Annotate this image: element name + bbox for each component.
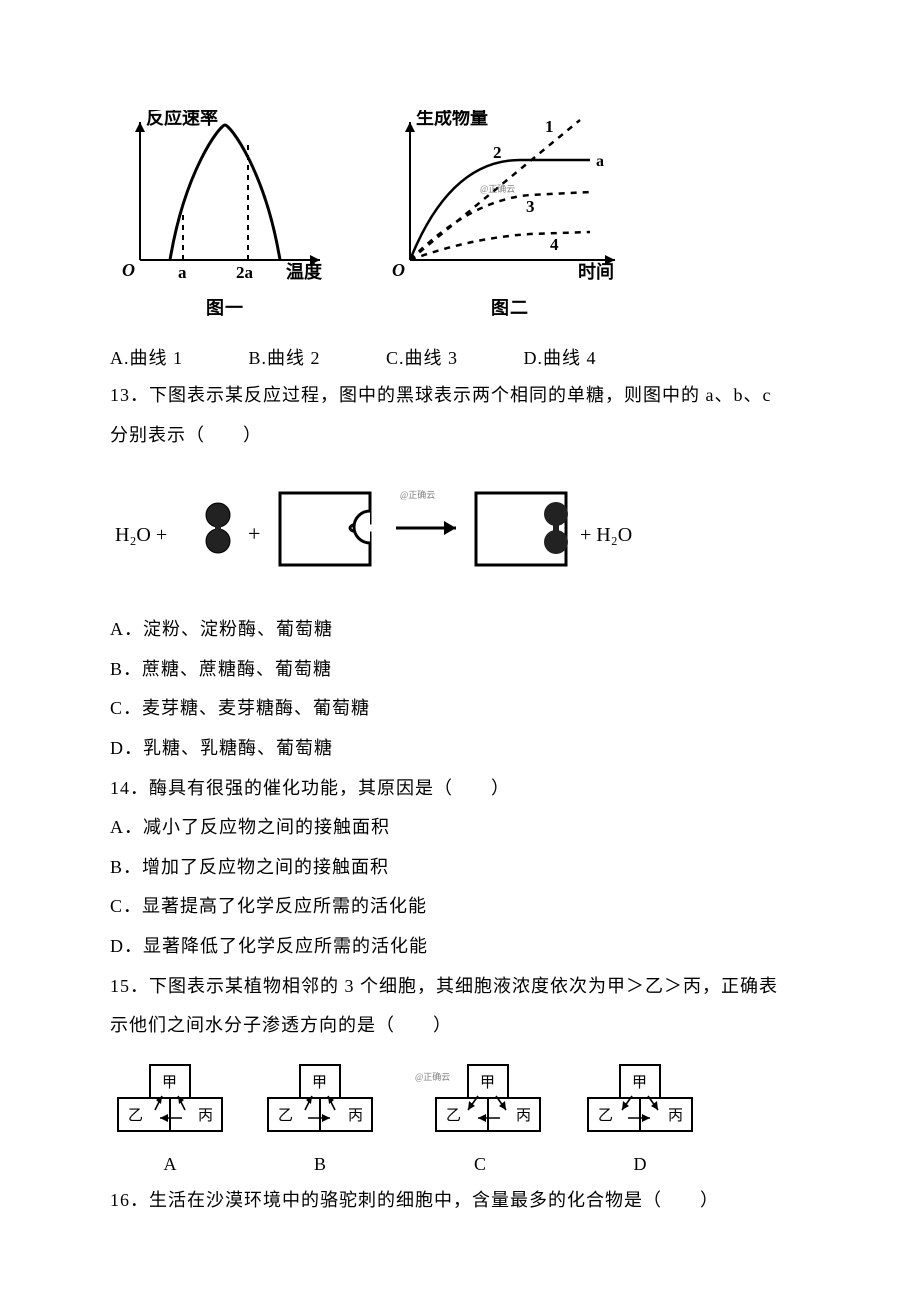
- q12-opt-d: D.曲线 4: [524, 340, 597, 376]
- q15-block-a: 甲 乙 丙 A: [110, 1060, 230, 1175]
- q14-opt-c: C．显著提高了化学反应所需的活化能: [110, 887, 810, 927]
- fig1-tick-2a: 2a: [236, 263, 254, 282]
- svg-text:丙: 丙: [516, 1108, 531, 1124]
- q13-opt-b: B．蔗糖、蔗糖酶、葡萄糖: [110, 650, 810, 690]
- svg-text:甲: 甲: [312, 1075, 327, 1091]
- svg-text:+: +: [248, 521, 260, 546]
- q12-opt-a: A.曲线 1: [110, 340, 183, 376]
- q15-label-d: D: [634, 1154, 647, 1175]
- fig2-c1: 1: [545, 117, 554, 136]
- q13-h2o-right: + H₂O: [580, 524, 632, 546]
- svg-text:甲: 甲: [632, 1075, 647, 1091]
- q13-h2o-left: H₂O +: [115, 524, 167, 546]
- svg-text:丙: 丙: [198, 1108, 213, 1124]
- svg-text:乙: 乙: [446, 1108, 461, 1124]
- svg-text:甲: 甲: [162, 1075, 177, 1091]
- fig1-xlabel: 温度: [286, 261, 323, 282]
- q14-opt-a: A．减小了反应物之间的接触面积: [110, 808, 810, 848]
- q12-opt-b: B.曲线 2: [249, 340, 321, 376]
- fig2-caption: 图二: [491, 294, 529, 320]
- svg-text:丙: 丙: [348, 1108, 363, 1124]
- q15-label-a: A: [164, 1154, 177, 1175]
- fig2-xlabel: 时间: [578, 262, 614, 282]
- figures-row: 反应速率 温度 O a 2a 图一: [110, 110, 810, 320]
- q13-svg: H₂O + + @正确云 + H₂O: [110, 473, 670, 593]
- q16-stem: 16．生活在沙漠环境中的骆驼刺的细胞中，含量最多的化合物是（ ）: [110, 1181, 810, 1221]
- q13-opt-c: C．麦芽糖、麦芽糖酶、葡萄糖: [110, 689, 810, 729]
- fig2-watermark: @正确云: [480, 183, 515, 194]
- q13-stem-l2: 分别表示（ ）: [110, 416, 810, 456]
- svg-text:乙: 乙: [598, 1108, 613, 1124]
- q13-stem-l1: 13．下图表示某反应过程，图中的黑球表示两个相同的单糖，则图中的 a、b、c: [110, 376, 810, 416]
- document-page: 反应速率 温度 O a 2a 图一: [0, 0, 920, 1280]
- q14-opt-d: D．显著降低了化学反应所需的活化能: [110, 927, 810, 967]
- q15-block-c: @正确云 甲 乙 丙 C: [410, 1060, 550, 1175]
- figure-1-svg: 反应速率 温度 O a 2a: [110, 110, 340, 290]
- svg-text:乙: 乙: [128, 1108, 143, 1124]
- figure-2: 生成物量 时间 O 1 2 3 4 a @正确云 图二: [380, 110, 640, 320]
- fig2-c3: 3: [526, 197, 535, 216]
- q15-diagrams: 甲 乙 丙 A 甲 乙 丙: [110, 1060, 810, 1175]
- fig2-c4: 4: [550, 235, 559, 254]
- fig2-a: a: [596, 153, 604, 170]
- q13-opt-d: D．乳糖、乳糖酶、葡萄糖: [110, 729, 810, 769]
- fig1-origin: O: [122, 260, 135, 280]
- fig2-c2: 2: [493, 143, 502, 162]
- q15-label-b: B: [314, 1154, 326, 1175]
- fig2-ylabel: 生成物量: [416, 110, 488, 128]
- q15-stem-l1: 15．下图表示某植物相邻的 3 个细胞，其细胞液浓度依次为甲＞乙＞丙，正确表: [110, 967, 810, 1007]
- q15-stem-l2: 示他们之间水分子渗透方向的是（ ）: [110, 1006, 810, 1046]
- fig1-tick-a: a: [178, 263, 187, 282]
- figure-1: 反应速率 温度 O a 2a 图一: [110, 110, 340, 320]
- q14-opt-b: B．增加了反应物之间的接触面积: [110, 848, 810, 888]
- svg-text:乙: 乙: [278, 1108, 293, 1124]
- svg-text:@正确云: @正确云: [415, 1071, 450, 1082]
- fig2-origin: O: [392, 260, 405, 280]
- q13-watermark: @正确云: [400, 489, 435, 500]
- svg-text:丙: 丙: [668, 1108, 683, 1124]
- q13-diagram: H₂O + + @正确云 + H₂O: [110, 473, 810, 598]
- q12-options: A.曲线 1 B.曲线 2 C.曲线 3 D.曲线 4: [110, 340, 810, 376]
- q15-block-b: 甲 乙 丙 B: [260, 1060, 380, 1175]
- q14-stem: 14．酶具有很强的催化功能，其原因是（ ）: [110, 769, 810, 809]
- q12-opt-c: C.曲线 3: [386, 340, 458, 376]
- q15-label-c: C: [474, 1154, 486, 1175]
- q15-block-d: 甲 乙 丙 D: [580, 1060, 700, 1175]
- fig1-caption: 图一: [206, 294, 244, 320]
- figure-2-svg: 生成物量 时间 O 1 2 3 4 a @正确云: [380, 110, 640, 290]
- svg-text:甲: 甲: [480, 1075, 495, 1091]
- fig1-ylabel: 反应速率: [146, 110, 218, 128]
- q13-opt-a: A．淀粉、淀粉酶、葡萄糖: [110, 610, 810, 650]
